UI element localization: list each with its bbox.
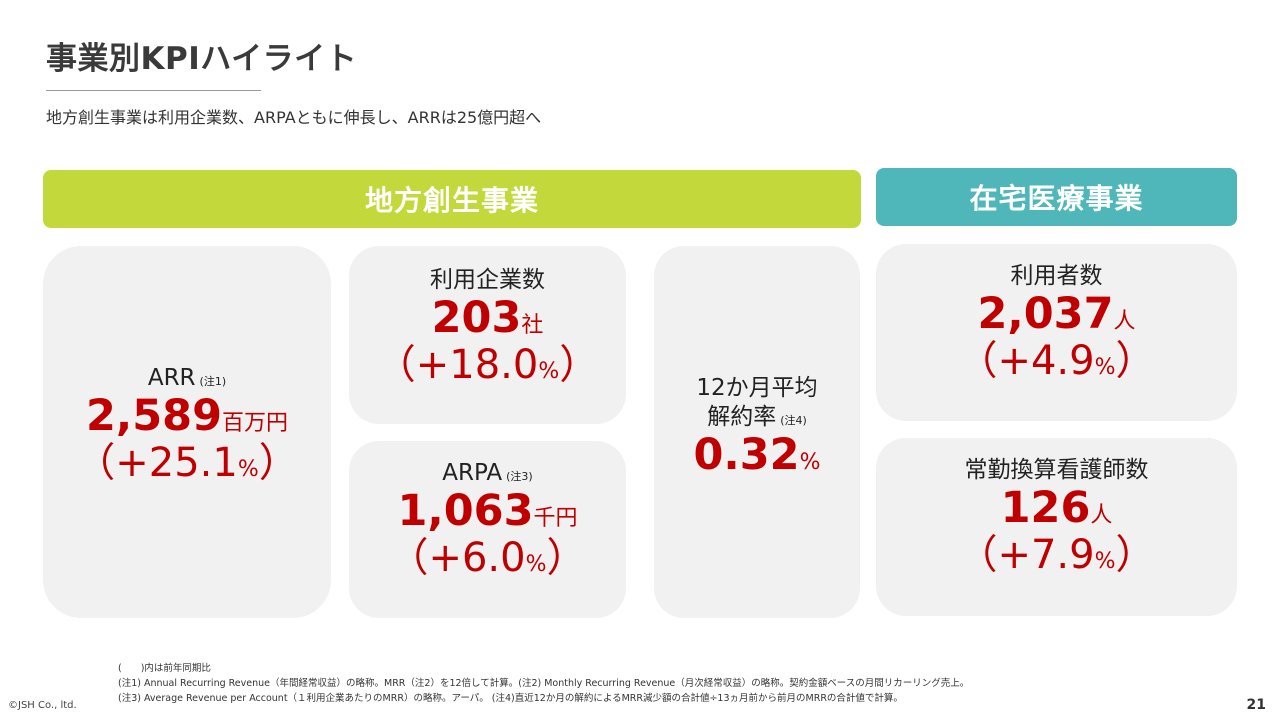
kpi-change-arpa: （+6.0%） <box>388 535 587 582</box>
kpi-value-patients: 2,037人 <box>977 288 1136 339</box>
kpi-label-nurses: 常勤換算看護師数 <box>964 457 1149 483</box>
kpi-label-arpa: ARPA (注3) <box>442 460 533 486</box>
kpi-value-arr: 2,589百万円 <box>85 390 289 441</box>
kpi-card-arpa: ARPA (注3) 1,063千円 （+6.0%） <box>349 441 626 618</box>
kpi-change-patients: （+4.9%） <box>957 338 1156 385</box>
kpi-card-companies: 利用企業数 203社 （+18.0%） <box>349 246 626 424</box>
footnote-yoy: ( )内は前年同期比 <box>118 663 211 674</box>
kpi-unit-arr: 百万円 <box>222 410 289 436</box>
kpi-card-churn: 12か月平均 解約率 (注4) 0.32% <box>654 246 860 618</box>
kpi-label-arr: ARR (注1) <box>147 365 227 391</box>
kpi-note-arr: (注1) <box>199 375 227 388</box>
title-divider <box>46 90 261 91</box>
page-title: 事業別KPIハイライト <box>46 41 358 77</box>
kpi-change-arr: （+25.1%） <box>75 440 299 487</box>
kpi-value-churn: 0.32% <box>693 429 821 480</box>
kpi-card-arr: ARR (注1) 2,589百万円 （+25.1%） <box>43 246 331 618</box>
kpi-label-companies: 利用企業数 <box>430 267 545 293</box>
kpi-unit-patients: 人 <box>1113 308 1136 334</box>
page-subtitle: 地方創生事業は利用企業数、ARPAともに伸長し、ARRは25億円超へ <box>46 108 542 127</box>
kpi-card-patients: 利用者数 2,037人 （+4.9%） <box>876 244 1237 421</box>
kpi-card-nurses: 常勤換算看護師数 126人 （+7.9%） <box>876 438 1237 616</box>
kpi-unit-churn: % <box>799 449 821 475</box>
kpi-value-arpa: 1,063千円 <box>397 485 578 536</box>
kpi-note-churn: (注4) <box>780 413 807 427</box>
kpi-value-companies: 203社 <box>431 292 544 343</box>
kpi-value-nurses: 126人 <box>1000 482 1113 533</box>
kpi-change-nurses: （+7.9%） <box>957 532 1156 579</box>
section-header-homecare: 在宅医療事業 <box>876 168 1237 226</box>
footnote-arpa-churn: (注3) Average Revenue per Account（１利用企業あた… <box>118 693 903 704</box>
kpi-unit-arpa: 千円 <box>533 505 578 531</box>
kpi-change-companies: （+18.0%） <box>375 342 600 389</box>
copyright: ©JSH Co., ltd. <box>8 700 77 711</box>
kpi-unit-nurses: 人 <box>1090 502 1113 528</box>
kpi-label-patients: 利用者数 <box>1010 263 1103 289</box>
kpi-unit-companies: 社 <box>521 312 544 338</box>
kpi-label-churn: 12か月平均 解約率 (注4) <box>696 375 818 430</box>
kpi-note-arpa: (注3) <box>506 470 533 483</box>
section-header-regional: 地方創生事業 <box>43 170 861 228</box>
page-number: 21 <box>1246 697 1266 713</box>
footnote-arr-mrr: (注1) Annual Recurring Revenue（年間経常収益）の略称… <box>118 678 970 689</box>
footnotes: ( )内は前年同期比 (注1) Annual Recurring Revenue… <box>118 661 969 706</box>
